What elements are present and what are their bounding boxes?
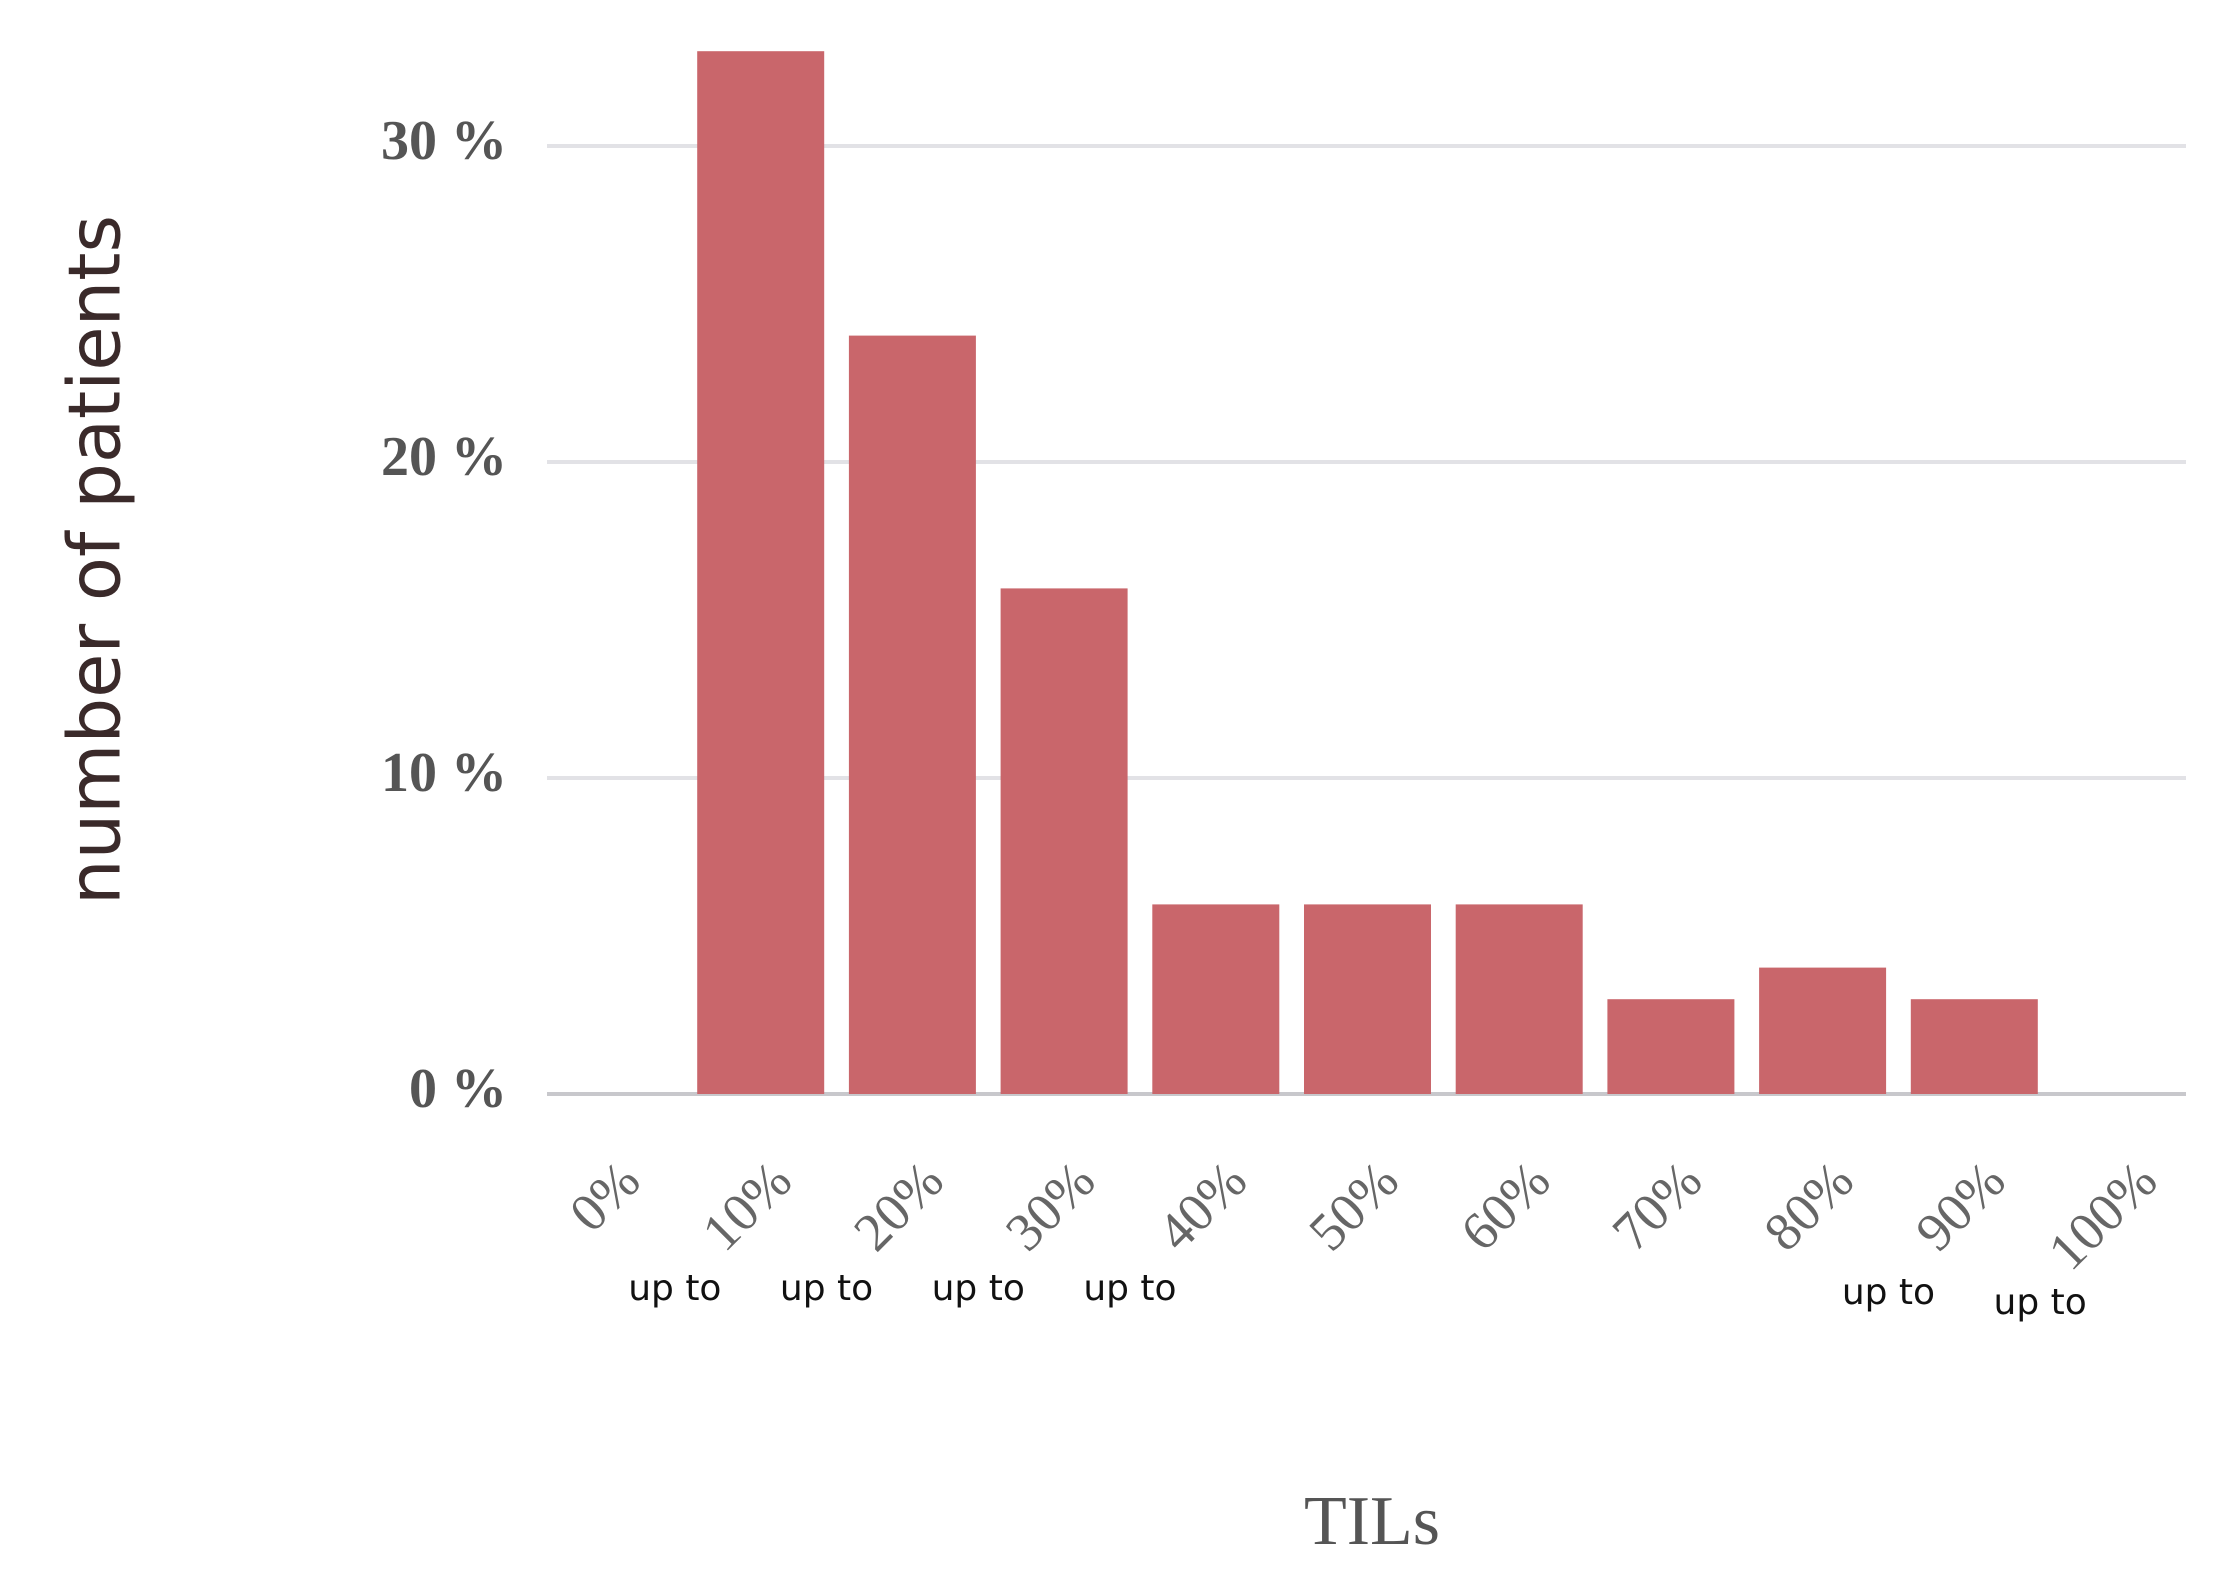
x-tick-label: 70% bbox=[1601, 1150, 1713, 1262]
bar bbox=[1455, 904, 1583, 1094]
bar bbox=[1910, 999, 2038, 1094]
x-tick-label: 100% bbox=[2037, 1150, 2169, 1282]
x-tick-label: 90% bbox=[1904, 1150, 2016, 1262]
bar bbox=[697, 51, 825, 1095]
x-tick-label: 20% bbox=[842, 1150, 954, 1262]
bar bbox=[1304, 904, 1431, 1094]
y-tick-label: 20 % bbox=[381, 426, 507, 488]
x-tick-label: 0% bbox=[558, 1150, 651, 1243]
y-tick-label: 10 % bbox=[381, 742, 507, 804]
up-to-note: up to bbox=[1842, 1272, 1935, 1313]
bar bbox=[1759, 967, 1887, 1094]
up-to-note: up to bbox=[628, 1268, 721, 1309]
x-tick-label: 30% bbox=[994, 1150, 1106, 1262]
x-tick-label: 80% bbox=[1752, 1150, 1864, 1262]
x-tick-label: 10% bbox=[691, 1150, 803, 1262]
bar bbox=[848, 335, 976, 1095]
x-tick-label: 40% bbox=[1146, 1150, 1258, 1262]
x-tick-label: 50% bbox=[1297, 1150, 1409, 1262]
x-tick-label: 60% bbox=[1449, 1150, 1561, 1262]
bar bbox=[1000, 588, 1128, 1094]
x-axis-title: TILs bbox=[1304, 1483, 1440, 1560]
y-axis-title: number of patients bbox=[53, 215, 137, 905]
bar bbox=[1607, 999, 1735, 1094]
up-to-note: up to bbox=[1083, 1268, 1176, 1309]
up-to-note: up to bbox=[932, 1268, 1025, 1309]
y-tick-label: 30 % bbox=[381, 110, 507, 172]
up-to-note: up to bbox=[780, 1268, 873, 1309]
up-to-note: up to bbox=[1994, 1282, 2087, 1323]
y-tick-label: 0 % bbox=[409, 1058, 507, 1120]
bar bbox=[1152, 904, 1280, 1094]
